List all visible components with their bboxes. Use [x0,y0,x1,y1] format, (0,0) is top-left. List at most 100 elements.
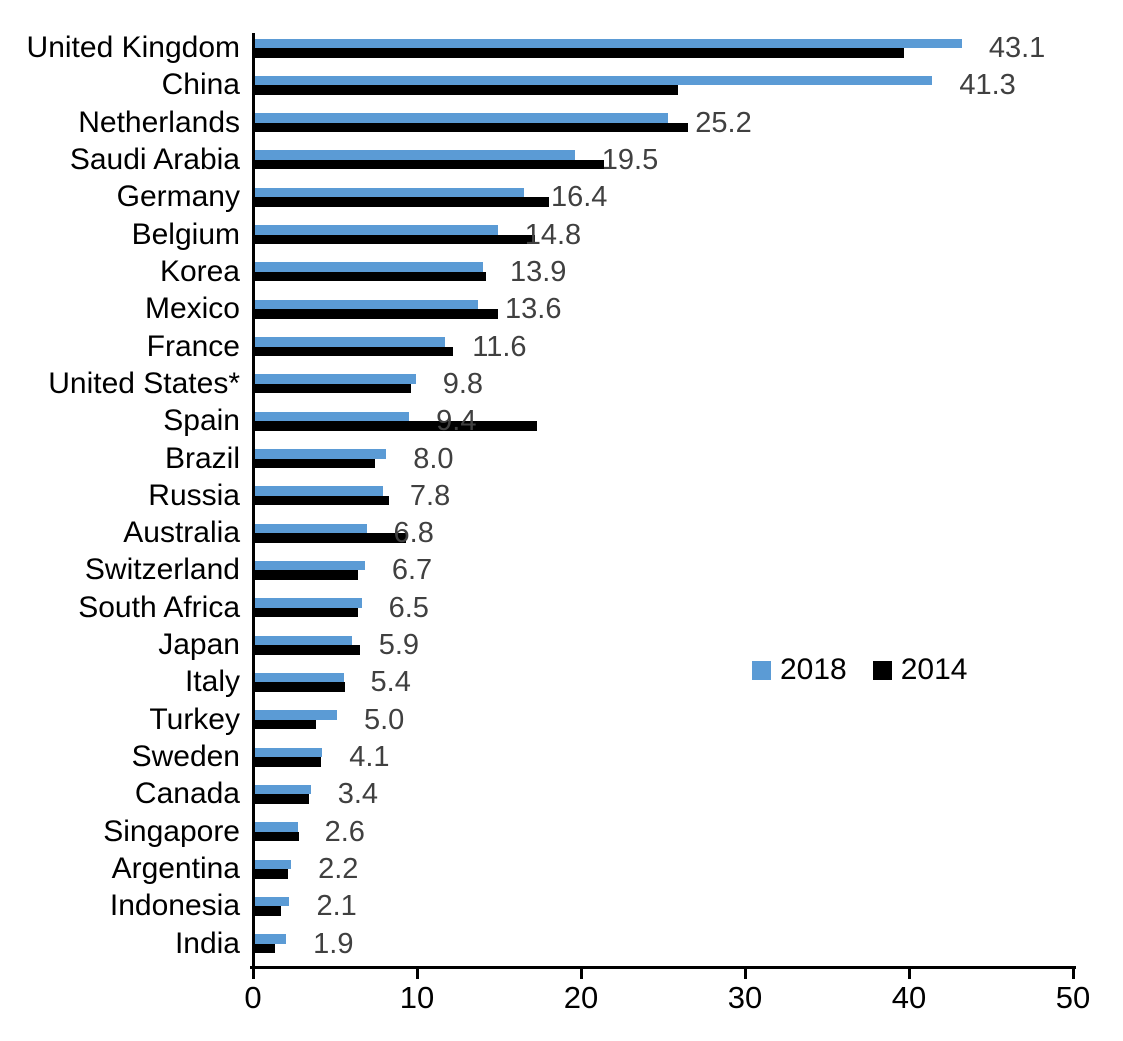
value-label: 1.9 [313,927,354,960]
bar-2018 [255,150,575,160]
chart-row: France 11.6 [0,329,1123,369]
bar-2018 [255,411,410,422]
category-label: Mexico [144,292,240,326]
chart-row: Brazil 8.0 [0,441,1123,481]
value-label: 2.6 [324,815,365,848]
bar-2014 [255,85,679,95]
bar-2014 [255,607,359,618]
x-tick-mark [743,969,747,979]
chart-row: Argentina 2.2 [0,852,1123,891]
chart-row: Turkey 5.0 [0,703,1123,742]
category-label: Brazil [164,441,240,475]
value-label: 6.7 [391,554,433,587]
chart-row: India 1.9 [0,926,1123,966]
category-label: Germany [116,180,240,214]
category-label: Australia [123,516,240,550]
bar-2014 [255,271,487,282]
category-label: Canada [134,777,240,811]
value-label: 19.5 [601,143,659,176]
value-label: 43.1 [988,32,1046,64]
bar-2014 [255,533,406,543]
bar-2018 [255,337,446,347]
bar-2018 [255,486,383,496]
category-label: Spain [163,404,240,438]
value-label: 3.4 [337,778,379,811]
bar-2018 [255,747,323,758]
value-label: 2.1 [316,890,357,923]
bar-2018 [255,523,367,534]
value-label: 5.9 [378,629,420,662]
bar-2014 [255,831,300,842]
x-tick-mark [579,969,583,979]
x-tick-label: 20 [563,980,599,1015]
chart-legend: 2018 2014 [752,652,968,688]
bar-2018 [255,710,337,720]
bar-2018 [255,784,311,795]
category-label: Saudi Arabia [69,142,240,176]
legend-label-2014: 2014 [900,653,968,686]
bar-2018 [255,822,298,832]
legend-item-2014: 2014 [872,652,968,688]
legend-item-2018: 2018 [752,652,847,688]
bar-2014 [255,906,282,916]
bar-2018 [255,113,669,123]
value-label: 9.4 [436,405,477,438]
bar-2018 [255,598,362,608]
category-label: Korea [159,254,240,288]
chart-row: Belgium 14.8 [0,218,1123,257]
bar-2014 [255,159,605,170]
bar-2018 [255,635,352,646]
x-tick-label: 50 [1055,980,1091,1015]
chart-row: Australia 6.8 [0,516,1123,555]
chart-row: Korea 13.9 [0,254,1123,294]
bar-2018 [255,449,387,459]
bar-2014 [255,794,310,804]
category-label: South Africa [78,590,240,624]
bar-2018 [255,225,498,235]
bar-2014 [255,757,321,767]
bar-2014 [255,495,390,506]
chart-row: Russia 7.8 [0,479,1123,518]
category-label: Japan [158,628,240,662]
category-label: Argentina [111,852,240,886]
value-label: 25.2 [695,106,752,139]
category-label: Italy [184,665,240,699]
bar-2018 [255,560,365,571]
chart-row: Japan 5.9 [0,628,1123,667]
chart-row: Mexico 13.6 [0,292,1123,331]
bar-2014 [255,309,498,319]
value-label: 5.4 [370,666,411,699]
legend-swatch-2014 [872,660,892,680]
bar-2018 [255,934,287,944]
bar-2018 [255,672,344,683]
x-tick-label: 0 [244,980,262,1015]
chart-row: Sweden 4.1 [0,740,1123,779]
chart-row: Indonesia 2.1 [0,889,1123,928]
chart-row: China 41.3 [0,68,1123,107]
chart-row: Canada 3.4 [0,777,1123,816]
chart-row: United States* 9.8 [0,367,1123,406]
category-label: India [174,926,240,960]
category-label: United Kingdom [26,31,240,64]
chart-row: Saudi Arabia 19.5 [0,142,1123,182]
bar-2014 [255,48,905,58]
bar-2014 [255,645,360,655]
bar-2014 [255,346,454,357]
bar-2018 [255,38,962,48]
value-label: 13.9 [509,255,567,288]
bar-2014 [255,383,411,394]
category-label: France [146,329,240,363]
chart-row: South Africa 6.5 [0,590,1123,630]
x-axis-line [250,966,1076,969]
bar-2014 [255,943,275,954]
category-label: Sweden [131,740,240,774]
bar-2014 [255,682,346,692]
bar-2018 [255,299,479,310]
value-label: 2.2 [318,853,359,886]
bar-2014 [255,719,316,730]
chart-row: Switzerland 6.7 [0,553,1123,592]
value-label: 11.6 [472,330,527,363]
category-label: Netherlands [78,105,240,139]
x-tick-mark [907,969,911,979]
value-label: 6.8 [393,517,434,550]
